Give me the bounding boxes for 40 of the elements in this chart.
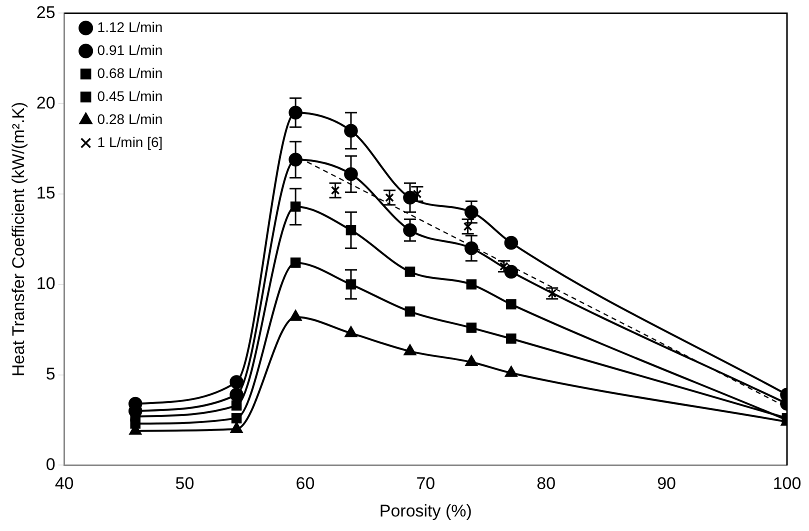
x-axis-title: Porosity (%) [379, 501, 472, 520]
x-tick-label: 90 [657, 474, 676, 494]
legend-label: 1.12 L/min [97, 18, 163, 35]
y-tick-label: 20 [36, 93, 56, 112]
y-tick-label: 0 [46, 454, 56, 474]
point [231, 400, 242, 411]
point [505, 366, 518, 377]
point [504, 264, 518, 279]
legend-label: 0.45 L/min [97, 88, 163, 104]
point [504, 236, 518, 250]
y-tick-label: 25 [36, 2, 56, 22]
point [230, 388, 244, 402]
point [465, 355, 478, 366]
x-tick-label: 40 [54, 474, 74, 494]
point [230, 422, 243, 433]
x-tick-label: 70 [416, 474, 436, 494]
point [466, 279, 477, 290]
legend-label: 0.68 L/min [97, 64, 163, 81]
legend-label: 0.28 L/min [97, 110, 163, 127]
y-tick-label: 10 [36, 274, 56, 294]
legend-label: 1 L/min [6] [97, 134, 163, 150]
y-tick-label: 15 [36, 184, 56, 203]
point [404, 266, 416, 277]
point [231, 413, 242, 424]
point [230, 375, 244, 389]
point [506, 299, 516, 310]
point [506, 334, 516, 344]
y-tick-label: 5 [46, 364, 56, 384]
y-axis-title: Heat Transfer Coefficient (kW/(m².K) [8, 102, 28, 376]
x-tick-label: 80 [536, 474, 556, 494]
point [404, 344, 416, 356]
x-tick-label: 50 [175, 474, 194, 494]
x-tick-label: 60 [296, 474, 315, 494]
point [290, 258, 301, 268]
point [289, 310, 302, 321]
point [466, 322, 477, 333]
legend-label: 0.91 L/min [97, 42, 163, 58]
x-tick-label: 100 [772, 474, 802, 494]
point [344, 326, 358, 338]
point [404, 306, 416, 317]
